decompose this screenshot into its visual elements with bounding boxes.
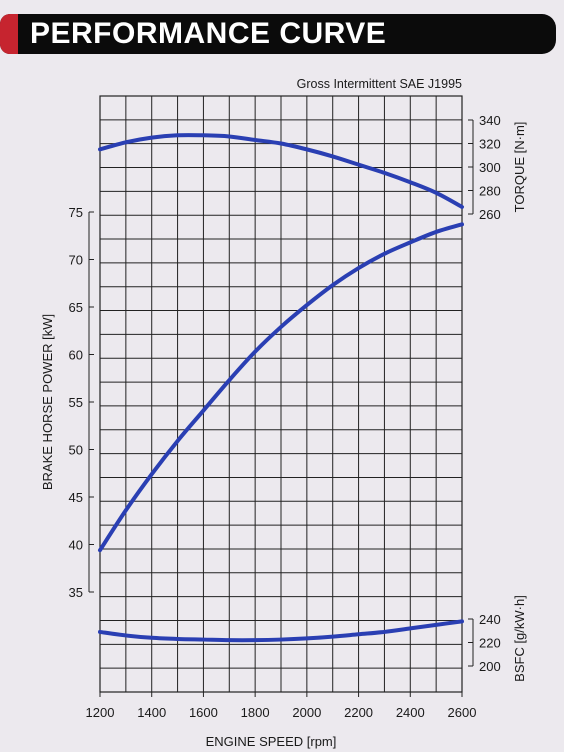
torque-tick-label: 320 (479, 137, 501, 152)
torque-tick-label: 260 (479, 207, 501, 222)
power-tick-label: 35 (69, 585, 83, 600)
power-axis-label: BRAKE HORSE POWER [kW] (40, 314, 55, 490)
torque-axis-label: TORQUE [N·m] (512, 122, 527, 213)
power-tick-label: 60 (69, 348, 83, 363)
title-banner: PERFORMANCE CURVE (0, 14, 556, 54)
x-tick-label: 2200 (344, 705, 373, 720)
bsfc-axis-label: BSFC [g/kW·h] (512, 595, 527, 682)
bsfc-tick-label: 200 (479, 659, 501, 674)
torque-tick-label: 340 (479, 113, 501, 128)
x-tick-label: 1800 (241, 705, 270, 720)
x-tick-label: 2400 (396, 705, 425, 720)
title-accent (0, 14, 18, 54)
power-tick-label: 55 (69, 395, 83, 410)
power-tick-label: 50 (69, 443, 83, 458)
x-tick-label: 1200 (86, 705, 115, 720)
x-tick-label: 2600 (448, 705, 477, 720)
torque-tick-label: 300 (479, 160, 501, 175)
chart-subtitle: Gross Intermittent SAE J1995 (297, 77, 462, 91)
x-axis-label: ENGINE SPEED [rpm] (206, 734, 337, 749)
x-tick-label: 1400 (137, 705, 166, 720)
power-tick-label: 45 (69, 490, 83, 505)
power-tick-label: 65 (69, 300, 83, 315)
power-tick-label: 40 (69, 538, 83, 553)
bsfc-tick-label: 220 (479, 636, 501, 651)
plot-frame (99, 95, 463, 693)
x-tick-label: 2000 (292, 705, 321, 720)
x-tick-label: 1600 (189, 705, 218, 720)
power-tick-label: 70 (69, 253, 83, 268)
torque-tick-label: 280 (479, 184, 501, 199)
bsfc-tick-label: 240 (479, 612, 501, 627)
chart-title: PERFORMANCE CURVE (30, 17, 387, 50)
power-tick-label: 75 (69, 205, 83, 220)
